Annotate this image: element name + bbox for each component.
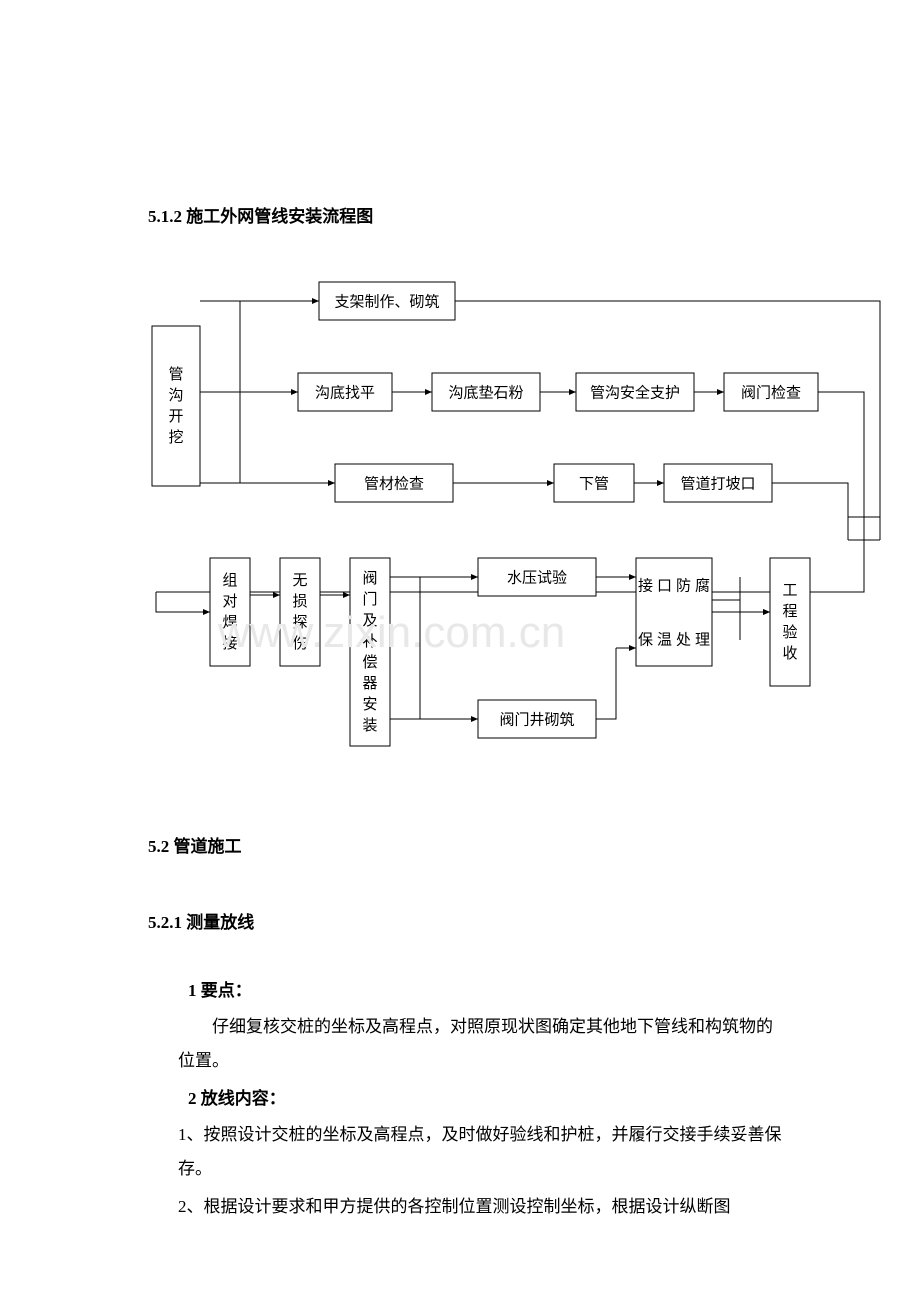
- svg-text:损: 损: [292, 593, 307, 610]
- svg-text:器: 器: [362, 676, 377, 692]
- svg-text:管: 管: [168, 366, 183, 383]
- svg-text:补: 补: [362, 633, 377, 650]
- svg-text:管道打坡口: 管道打坡口: [680, 475, 755, 492]
- svg-text:组: 组: [222, 572, 237, 589]
- svg-text:无: 无: [292, 573, 307, 589]
- point-2-text-2: 2、根据设计要求和甲方提供的各控制位置测设控制坐标，根据设计纵断图: [178, 1190, 808, 1224]
- heading-5-2: 5.2 管道施工: [148, 832, 242, 857]
- svg-text:处: 处: [676, 631, 691, 648]
- svg-text:管材检查: 管材检查: [364, 475, 424, 492]
- flowchart-nodes: 管沟开挖 支架制作、砌筑沟底找平 沟底垫石粉 管沟安全支护 阀门检查管材检查 下管 管道打坡…: [152, 282, 818, 746]
- svg-text:对: 对: [222, 593, 237, 610]
- svg-text:理: 理: [695, 632, 710, 648]
- svg-text:程: 程: [782, 603, 797, 620]
- svg-text:支架制作、砌筑: 支架制作、砌筑: [334, 293, 439, 310]
- heading-5-2-1: 5.2.1 测量放线: [148, 908, 254, 933]
- svg-text:阀: 阀: [362, 570, 377, 587]
- svg-text:沟: 沟: [168, 387, 183, 404]
- point-1-label: 1 要点：: [188, 974, 252, 1008]
- svg-text:温: 温: [657, 631, 672, 648]
- svg-text:工: 工: [782, 583, 797, 599]
- point-2-label: 2 放线内容：: [188, 1082, 286, 1116]
- svg-text:验: 验: [782, 624, 797, 641]
- point-2-text-1: 1、按照设计交桩的坐标及高程点，及时做好验线和护桩，并履行交接手续妥善保存。: [178, 1118, 808, 1186]
- svg-text:下管: 下管: [579, 475, 609, 492]
- svg-text:伤: 伤: [292, 635, 307, 652]
- svg-text:偿: 偿: [362, 654, 377, 671]
- svg-text:管沟安全支护: 管沟安全支护: [590, 383, 680, 401]
- svg-text:保: 保: [638, 631, 653, 648]
- flowchart: 管沟开挖 支架制作、砌筑沟底找平 沟底垫石粉 管沟安全支护 阀门检查管材检查 下管 管道打坡…: [0, 260, 920, 780]
- svg-text:接: 接: [638, 577, 653, 594]
- svg-text:门: 门: [362, 591, 377, 608]
- svg-text:沟底找平: 沟底找平: [315, 384, 375, 401]
- svg-text:阀门检查: 阀门检查: [741, 384, 801, 401]
- svg-text:收: 收: [782, 645, 797, 662]
- svg-text:开: 开: [168, 409, 183, 425]
- svg-text:接: 接: [222, 635, 237, 652]
- svg-text:及: 及: [362, 613, 377, 629]
- svg-text:防: 防: [676, 577, 691, 594]
- svg-text:焊: 焊: [222, 614, 237, 631]
- svg-text:安: 安: [362, 696, 377, 713]
- svg-text:腐: 腐: [695, 576, 710, 594]
- svg-text:水压试验: 水压试验: [507, 569, 567, 586]
- svg-text:口: 口: [657, 578, 672, 594]
- svg-text:探: 探: [292, 614, 307, 631]
- svg-text:挖: 挖: [168, 429, 183, 446]
- svg-text:沟底垫石粉: 沟底垫石粉: [448, 384, 523, 401]
- svg-text:装: 装: [362, 717, 377, 734]
- heading-5-1-2: 5.1.2 施工外网管线安装流程图: [148, 202, 373, 227]
- point-1-text: 仔细复核交桩的坐标及高程点，对照原现状图确定其他地下管线和构筑物的位置。: [178, 1010, 788, 1078]
- svg-text:阀门井砌筑: 阀门井砌筑: [499, 711, 574, 728]
- page: 5.1.2 施工外网管线安装流程图 管沟开挖支架制作、砌筑沟底找平沟底垫石粉管沟…: [0, 0, 920, 1302]
